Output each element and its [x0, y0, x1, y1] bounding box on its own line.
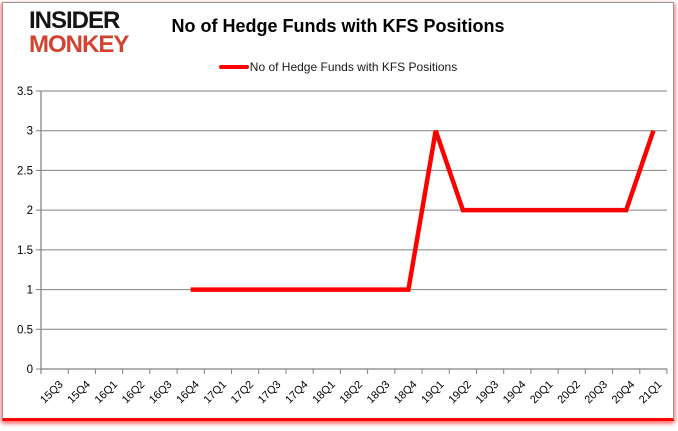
- line-chart-plot: 0 0.5 1 1.5 2 2.5 3 3.5 15Q3 15Q4 16Q1 16Q2 16Q3 16Q4…: [17, 86, 668, 407]
- y-axis-label: 3.5: [17, 86, 33, 98]
- x-axis-label: 17Q3: [256, 379, 284, 407]
- series-line: [190, 129, 656, 292]
- x-axis-label: 20Q2: [555, 379, 583, 407]
- x-axis-label: 19Q2: [446, 379, 474, 407]
- x-axis-label: 17Q2: [229, 379, 257, 407]
- x-axis-label: 15Q4: [65, 379, 93, 407]
- x-axis-label: 18Q2: [338, 379, 366, 407]
- x-axis-label: 16Q4: [174, 379, 202, 407]
- x-axis-label: 18Q3: [365, 379, 393, 407]
- y-axis-label: 3: [27, 126, 33, 138]
- y-axis-label: 0.5: [17, 324, 33, 336]
- y-axis-label: 2.5: [17, 165, 33, 177]
- x-axis-label: 17Q1: [202, 379, 230, 407]
- chart-legend: No of Hedge Funds with KFS Positions: [3, 60, 673, 74]
- logo-line-insider: INSIDER: [29, 7, 120, 34]
- legend-label: No of Hedge Funds with KFS Positions: [249, 60, 458, 74]
- x-axis-label: 19Q4: [501, 379, 529, 407]
- x-axis-label: 17Q4: [283, 379, 311, 407]
- x-axis-label: 20Q1: [528, 379, 556, 407]
- legend-line-swatch: [218, 65, 249, 69]
- x-axis-label: 19Q1: [419, 379, 447, 407]
- y-axis-label: 1: [27, 285, 33, 297]
- x-axis-label: 18Q1: [310, 379, 338, 407]
- y-axis-label: 0: [27, 364, 33, 376]
- x-axis-label: 16Q1: [93, 379, 121, 407]
- y-axis-label: 1.5: [17, 245, 33, 257]
- chart-frame: INSIDER MONKEY No of Hedge Funds with KF…: [2, 2, 674, 421]
- x-axis-label: 21Q1: [637, 379, 665, 407]
- x-axis-label: 19Q3: [474, 379, 502, 407]
- x-axis-label: 18Q4: [392, 379, 420, 407]
- logo-line-monkey: MONKEY: [29, 30, 129, 58]
- y-axis-label: 2: [27, 205, 33, 217]
- insider-monkey-logo: INSIDER MONKEY: [29, 7, 129, 58]
- x-axis-label: 16Q2: [120, 379, 148, 407]
- x-axis-label: 20Q4: [610, 379, 638, 407]
- chart-title: No of Hedge Funds with KFS Positions: [171, 16, 505, 36]
- x-axis-label: 20Q3: [583, 379, 611, 407]
- x-axis-label: 15Q3: [38, 379, 66, 407]
- x-axis-label: 16Q3: [147, 379, 175, 407]
